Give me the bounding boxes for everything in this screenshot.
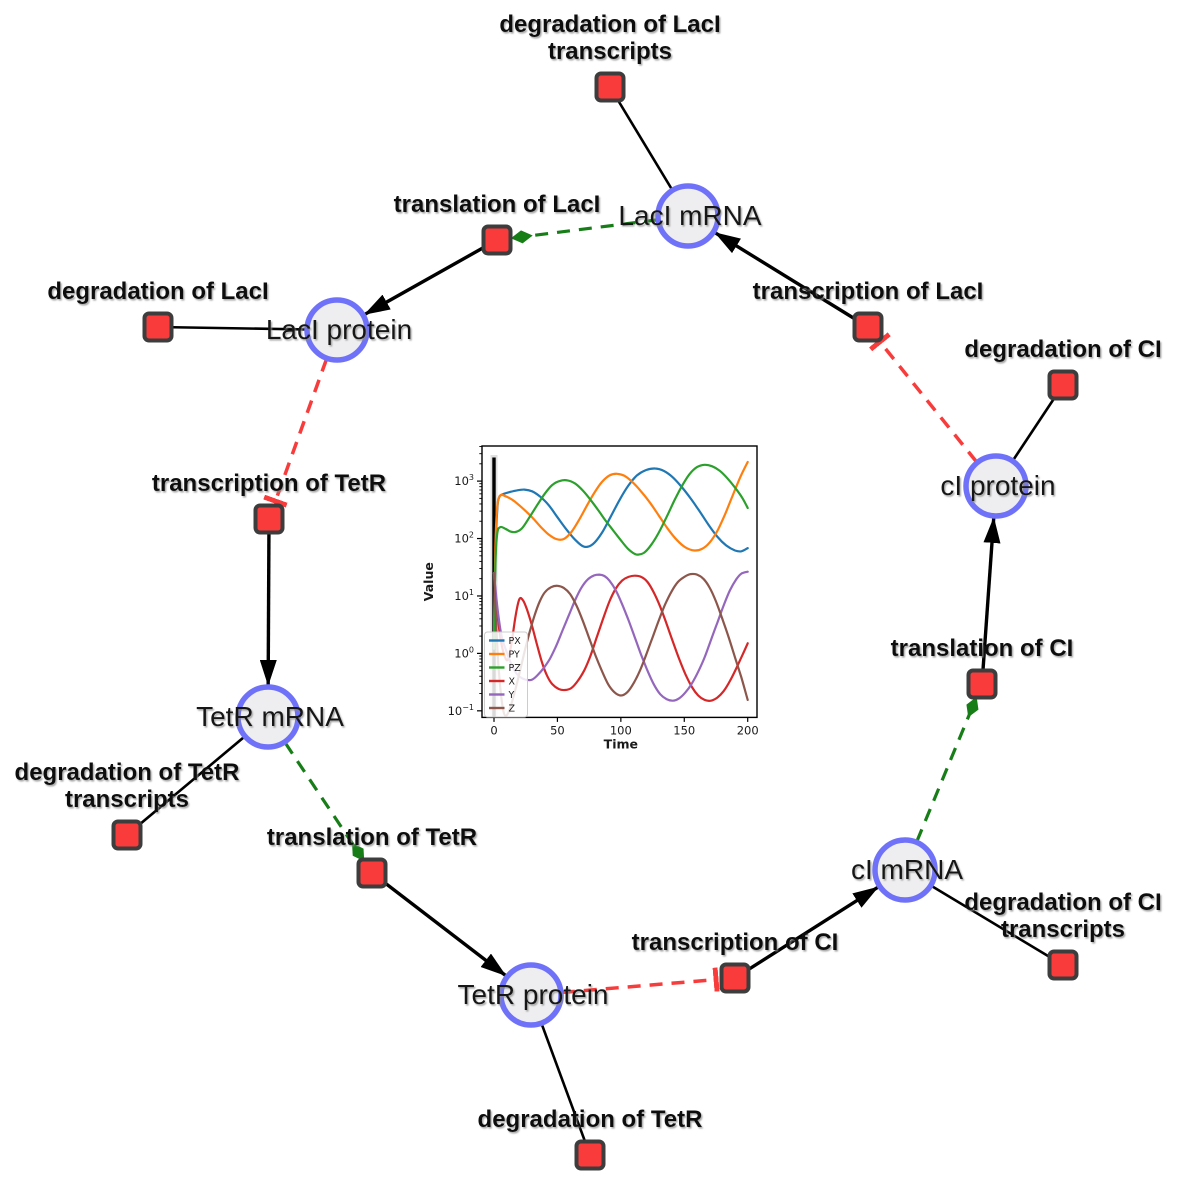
x-tick-label: 50	[550, 723, 565, 737]
series-curves	[492, 460, 749, 717]
edge-tl-ci-to-ci-protein	[980, 516, 1001, 685]
reaction-label-tx-tetr-line1: transcription of TetR	[152, 470, 386, 497]
y-tick-label: 101	[454, 588, 474, 603]
reaction-node-deg-tetr[interactable]	[574, 1139, 606, 1171]
legend-label-PZ: PZ	[509, 663, 522, 674]
legend-label-X: X	[509, 677, 516, 688]
reaction-label-deg-tetr-line1: degradation of TetR	[478, 1106, 703, 1133]
legend-label-Y: Y	[508, 690, 515, 701]
y-tick-label: 103	[454, 473, 474, 488]
species-label-laci-protein: LacI protein	[266, 314, 412, 345]
plot-frame	[481, 445, 758, 719]
reaction-node-tx-tetr[interactable]	[253, 503, 285, 535]
species-node-ci-protein[interactable]	[963, 453, 1029, 519]
reaction-label-deg-ci-tx-line1: degradation of CI	[964, 889, 1161, 916]
reaction-label-deg-tetr-tx-line1: degradation of TetR	[15, 759, 240, 786]
reaction-node-deg-ci[interactable]	[1047, 369, 1079, 401]
legend-label-PY: PY	[509, 650, 521, 661]
edge-tl-tetr-to-tetr-protein	[370, 871, 507, 977]
reaction-node-tl-laci[interactable]	[481, 224, 513, 256]
edge-ci-protein-to-tx-laci	[868, 332, 978, 463]
reaction-node-deg-laci-tx[interactable]	[594, 71, 626, 103]
edge-tx-tetr-to-tetr-mrna	[259, 518, 277, 687]
species-label-laci-mrna: LacI mRNA	[618, 200, 761, 231]
reaction-label-tx-ci-line1: transcription of CI	[632, 929, 839, 956]
node-layer	[111, 71, 1079, 1171]
edge-tx-laci-to-laci-mrna	[714, 231, 869, 329]
label-layer: degradation of LacItranscriptstranslatio…	[15, 11, 1162, 1133]
x-axis-label: Time	[604, 736, 638, 751]
species-node-tetr-protein[interactable]	[498, 962, 564, 1028]
legend-label-PX: PX	[509, 636, 522, 647]
legend-box	[484, 631, 528, 718]
edge-tetr-protein-to-tx-ci	[561, 967, 720, 995]
series-PX-line	[492, 467, 749, 645]
reaction-label-tx-laci-line1: transcription of LacI	[753, 278, 984, 305]
species-node-laci-protein[interactable]	[304, 297, 370, 363]
reaction-node-tx-ci[interactable]	[719, 962, 751, 994]
edge-ci-mrna-to-tl-ci	[915, 696, 979, 842]
reaction-label-deg-ci-tx-line2: transcripts	[1001, 916, 1125, 943]
reaction-node-tx-laci[interactable]	[852, 311, 884, 343]
species-label-ci-mrna: cI mRNA	[851, 854, 963, 885]
species-node-laci-mrna[interactable]	[655, 183, 721, 249]
x-tick-label: 200	[737, 723, 759, 737]
series-PZ-line	[492, 463, 749, 650]
species-label-tetr-mrna: TetR mRNA	[196, 701, 344, 732]
reaction-label-deg-ci-line1: degradation of CI	[964, 336, 1161, 363]
edge-tl-laci-to-laci-protein	[364, 238, 498, 316]
x-tick-label: 100	[610, 723, 632, 737]
reaction-label-tl-ci-line1: translation of CI	[891, 635, 1074, 662]
reaction-label-deg-tetr-tx-line2: transcripts	[65, 786, 189, 813]
reaction-node-deg-tetr-tx[interactable]	[111, 819, 143, 851]
series-PY-line	[492, 460, 749, 645]
inset-plot: 0 50 100 150 20010310210110010−1TimeValuePXP…	[421, 445, 759, 751]
y-axis-label: Value	[421, 562, 436, 601]
x-tick-label: 150	[673, 723, 695, 737]
reaction-label-tl-tetr-line1: translation of TetR	[267, 824, 477, 851]
reaction-label-deg-laci-tx-line2: transcripts	[548, 38, 672, 65]
reaction-node-deg-ci-tx[interactable]	[1047, 949, 1079, 981]
species-label-ci-protein: cI protein	[940, 470, 1055, 501]
y-tick-label: 100	[454, 645, 474, 660]
y-tick-label: 102	[454, 531, 474, 546]
series-Y-line	[492, 570, 749, 702]
edge-laci-protein-to-tx-tetr	[263, 358, 329, 508]
y-tick-label: 10−1	[448, 703, 474, 718]
edge-tx-ci-to-ci-mrna	[734, 885, 879, 980]
species-node-ci-mrna[interactable]	[872, 837, 938, 903]
reaction-node-deg-laci[interactable]	[142, 311, 174, 343]
reaction-label-deg-laci-tx-line1: degradation of LacI	[499, 11, 720, 38]
x-tick-label: 0	[490, 723, 497, 737]
species-label-tetr-protein: TetR protein	[458, 979, 609, 1010]
reaction-node-tl-ci[interactable]	[966, 668, 998, 700]
species-node-tetr-mrna[interactable]	[235, 684, 301, 750]
series-X-line	[492, 572, 749, 702]
edge-tetr-mrna-to-tl-tetr	[283, 741, 366, 862]
reaction-node-tl-tetr[interactable]	[356, 857, 388, 889]
legend-label-Z: Z	[509, 704, 516, 715]
reaction-label-deg-laci-line1: degradation of LacI	[47, 278, 268, 305]
reaction-label-tl-laci-line1: translation of LacI	[394, 191, 601, 218]
legend: PX PY PZ XYZ	[484, 631, 528, 718]
edge-laci-mrna-to-tl-laci	[510, 218, 658, 244]
